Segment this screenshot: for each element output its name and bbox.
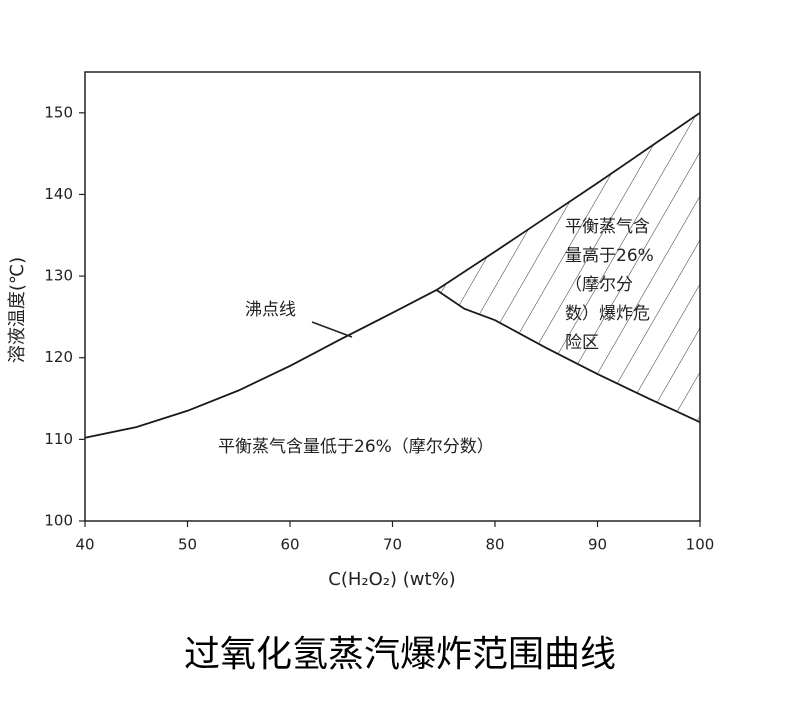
annotation: （摩尔分 [565,275,633,295]
x-tick-label: 50 [178,536,197,554]
y-tick-label: 140 [44,185,73,203]
annotation: 平衡蒸气含 [565,217,650,237]
annotation: 数）爆炸危 [565,304,650,324]
x-tick-label: 70 [383,536,402,554]
x-tick-label: 90 [588,536,607,554]
y-tick-label: 150 [44,103,73,121]
y-tick-label: 130 [44,267,73,285]
curve [84,112,701,439]
annotation: 险区 [565,333,599,353]
y-axis-label: 溶液温度(℃) [7,257,28,363]
annotation: 沸点线 [245,300,296,320]
x-tick-label: 80 [485,536,504,554]
y-tick-label: 120 [44,348,73,366]
annotation: 平衡蒸气含量低于26%（摩尔分数） [218,437,494,457]
x-axis-label: C(H₂O₂) (wt%) [328,569,455,590]
chart-title: 过氧化氢蒸汽爆炸范围曲线 [184,634,616,675]
leader-line [311,321,353,338]
curve [436,289,701,424]
x-tick-label: 40 [75,536,94,554]
x-tick-label: 60 [280,536,299,554]
y-tick-label: 110 [44,430,73,448]
y-tick-label: 100 [44,512,73,530]
hatched-region [436,112,700,423]
annotation: 量高于26% [565,246,654,266]
x-tick-label: 100 [686,536,715,554]
